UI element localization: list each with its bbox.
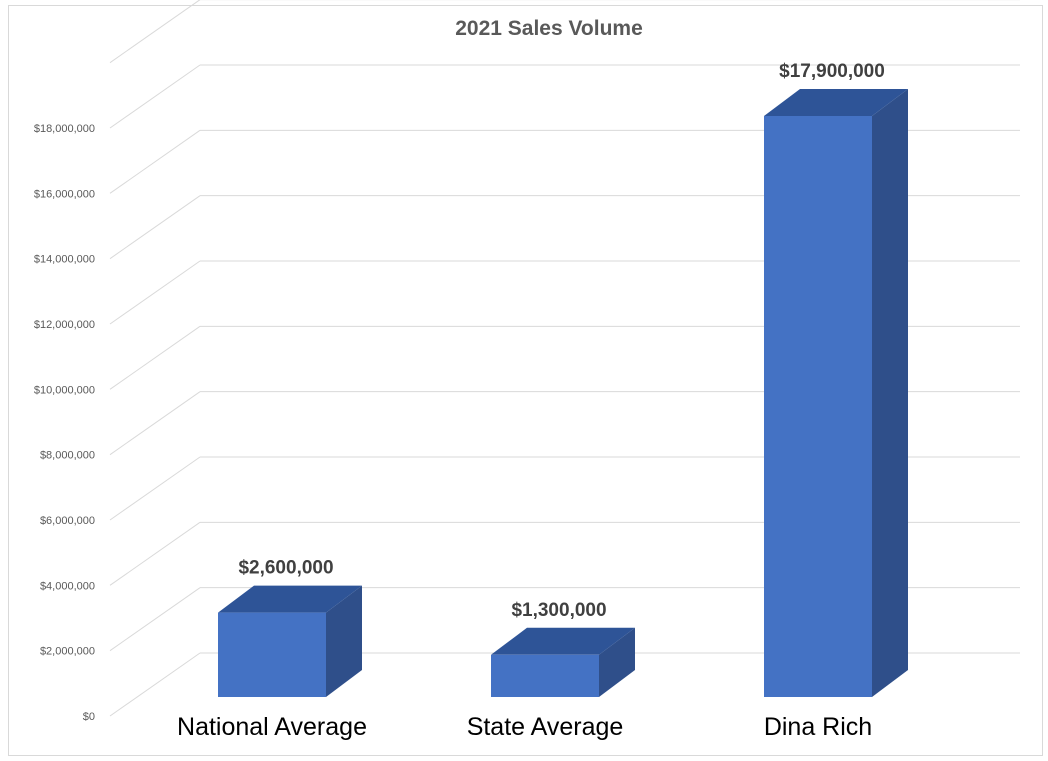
data-label: $2,600,000 bbox=[238, 558, 333, 579]
y-tick-label: $2,000,000 bbox=[40, 646, 95, 658]
data-label: $1,300,000 bbox=[511, 600, 606, 621]
y-tick-label: $10,000,000 bbox=[34, 384, 95, 396]
bar bbox=[491, 654, 599, 697]
y-tick-label: $14,000,000 bbox=[34, 254, 95, 266]
bar-top bbox=[764, 89, 908, 117]
bar bbox=[764, 116, 872, 698]
gridline-diagonal bbox=[109, 652, 201, 717]
gridline-diagonal bbox=[109, 129, 201, 194]
bar bbox=[218, 612, 326, 697]
gridline-diagonal bbox=[109, 325, 201, 390]
bar-side bbox=[326, 585, 362, 697]
y-tick-label: $18,000,000 bbox=[34, 123, 95, 135]
gridline-diagonal bbox=[109, 260, 201, 325]
x-tick-label: State Average bbox=[467, 713, 624, 741]
y-tick-label: $4,000,000 bbox=[40, 580, 95, 592]
y-tick-label: $6,000,000 bbox=[40, 515, 95, 527]
gridline-diagonal bbox=[109, 521, 201, 586]
data-label: $17,900,000 bbox=[779, 61, 885, 82]
gridline-diagonal bbox=[109, 0, 201, 64]
x-tick-label: Dina Rich bbox=[764, 713, 872, 741]
bar-side bbox=[872, 89, 908, 698]
bar-side bbox=[599, 627, 635, 697]
bar-top bbox=[491, 627, 635, 655]
y-tick-label: $12,000,000 bbox=[34, 319, 95, 331]
gridline-diagonal bbox=[109, 587, 201, 652]
gridline-diagonal bbox=[109, 456, 201, 521]
x-tick-label: National Average bbox=[177, 713, 367, 741]
y-tick-label: $8,000,000 bbox=[40, 450, 95, 462]
gridline-diagonal bbox=[109, 195, 201, 260]
chart-title: 2021 Sales Volume bbox=[455, 17, 643, 40]
y-tick-label: $0 bbox=[83, 711, 95, 723]
y-tick-label: $16,000,000 bbox=[34, 188, 95, 200]
bar-top bbox=[218, 585, 362, 613]
gridline-diagonal bbox=[109, 391, 201, 456]
gridline-diagonal bbox=[109, 64, 201, 129]
